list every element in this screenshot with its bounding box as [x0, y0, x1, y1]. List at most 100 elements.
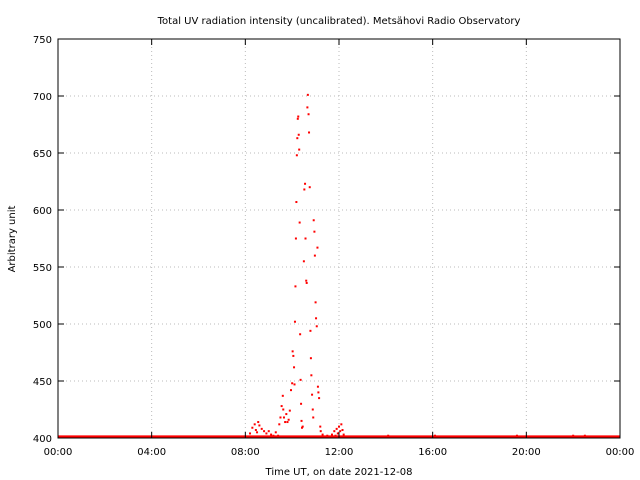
data-point — [387, 434, 390, 437]
data-point — [313, 254, 316, 257]
data-point — [338, 425, 340, 428]
data-point — [333, 430, 336, 433]
data-point — [258, 424, 261, 427]
data-point — [309, 357, 312, 360]
data-point — [313, 230, 316, 233]
data-point — [249, 432, 252, 435]
data-point — [309, 329, 312, 332]
data-point — [308, 186, 311, 189]
data-point — [315, 325, 318, 328]
x-axis-label: Time UT, on date 2021-12-08 — [265, 467, 413, 478]
data-point — [339, 430, 342, 433]
data-point — [303, 188, 306, 191]
data-point — [299, 378, 302, 381]
data-point — [278, 423, 281, 426]
y-tick-label: 650 — [33, 149, 52, 160]
data-point — [300, 419, 303, 422]
data-point — [293, 383, 296, 386]
data-point — [284, 421, 287, 424]
data-point — [576, 435, 579, 438]
data-point — [312, 416, 315, 419]
data-point — [294, 285, 297, 288]
data-point — [267, 430, 270, 433]
data-point — [282, 416, 285, 419]
data-point — [270, 433, 273, 436]
data-point — [298, 221, 301, 224]
y-axis-label: Arbitrary unit — [7, 206, 18, 273]
data-point — [297, 115, 300, 118]
data-point — [304, 237, 307, 240]
data-point — [315, 317, 318, 320]
data-points — [58, 93, 620, 439]
data-point — [282, 408, 285, 411]
data-point — [311, 393, 314, 396]
data-point — [310, 374, 313, 377]
data-point — [334, 434, 337, 437]
data-point — [296, 137, 299, 140]
y-tick-label: 500 — [33, 320, 52, 331]
data-point — [277, 434, 280, 437]
y-tick-label: 700 — [33, 92, 52, 103]
x-tick-label: 00:00 — [606, 447, 635, 458]
data-point — [341, 429, 344, 432]
x-tick-label: 12:00 — [325, 447, 354, 458]
y-tick-label: 600 — [33, 206, 52, 217]
data-point — [319, 425, 322, 428]
data-point — [251, 426, 254, 429]
x-tick-label: 20:00 — [512, 447, 541, 458]
x-tick-label: 00:00 — [44, 447, 73, 458]
data-point — [308, 131, 311, 134]
data-point — [342, 433, 345, 436]
data-point — [286, 421, 289, 424]
x-tick-label: 08:00 — [231, 447, 260, 458]
data-point — [281, 394, 284, 397]
data-point — [263, 430, 266, 433]
data-point — [321, 433, 324, 436]
data-point — [260, 427, 263, 430]
data-point — [314, 301, 317, 304]
data-point — [291, 382, 294, 385]
data-point — [312, 219, 315, 222]
data-point — [256, 431, 259, 434]
data-point — [335, 427, 338, 430]
data-point — [272, 434, 275, 437]
y-tick-label: 750 — [33, 35, 52, 46]
data-point — [595, 435, 598, 438]
data-point — [336, 432, 339, 435]
data-point — [293, 320, 296, 323]
data-point — [583, 434, 586, 437]
data-point — [292, 354, 295, 357]
grid — [58, 39, 620, 438]
data-point — [257, 421, 260, 424]
data-point — [572, 434, 575, 437]
data-point — [306, 106, 309, 109]
data-point — [295, 154, 298, 157]
data-point — [296, 117, 299, 120]
data-point — [326, 434, 329, 437]
data-point — [305, 279, 308, 282]
x-tick-label: 04:00 — [137, 447, 166, 458]
data-point — [285, 413, 288, 416]
data-point — [254, 429, 257, 432]
data-point — [293, 366, 296, 369]
data-point — [340, 423, 343, 426]
plot-frame — [57, 38, 621, 439]
data-point — [253, 423, 256, 426]
data-point — [317, 391, 320, 394]
data-point — [274, 431, 277, 434]
x-tick-label: 16:00 — [418, 447, 447, 458]
data-point — [297, 133, 300, 136]
y-tick-label: 550 — [33, 263, 52, 274]
data-point — [434, 434, 437, 437]
data-point — [301, 425, 304, 428]
data-point — [305, 281, 308, 284]
data-point — [316, 246, 319, 249]
data-point — [607, 435, 610, 438]
data-point — [287, 418, 290, 421]
data-point — [306, 93, 309, 96]
data-point — [289, 389, 292, 392]
data-point — [319, 430, 322, 433]
data-point — [295, 201, 298, 204]
data-point — [302, 260, 305, 263]
